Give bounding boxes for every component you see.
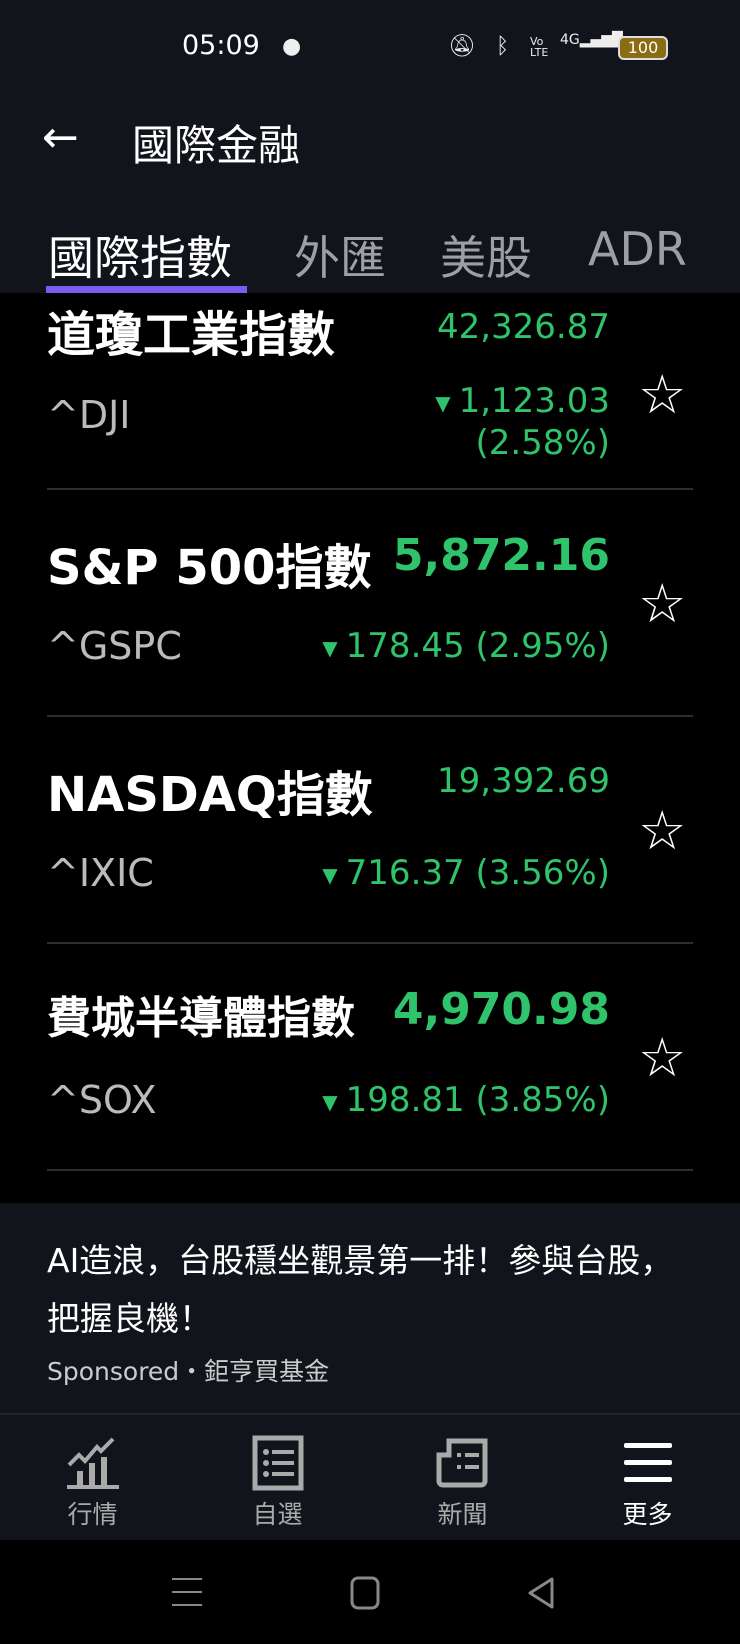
index-name: 費城半導體指數	[47, 993, 355, 1044]
index-name: 道瓊工業指數	[47, 307, 336, 363]
tab-us-stocks[interactable]: 美股	[440, 231, 532, 285]
back-nav-icon[interactable]	[526, 1576, 556, 1610]
star-icon[interactable]: ☆	[638, 363, 687, 426]
index-name: NASDAQ指數	[47, 767, 373, 823]
index-row-dji[interactable]: 道瓊工業指數 42,326.87 ▼ 1,123.03 (2.58%) ^DJI …	[0, 293, 740, 490]
mute-icon: 🔕︎	[448, 34, 476, 59]
nav-news[interactable]: 新聞	[370, 1415, 555, 1542]
index-symbol: ^IXIC	[47, 851, 154, 895]
divider	[47, 1169, 693, 1171]
tab-international-index[interactable]: 國際指數	[48, 231, 232, 285]
home-icon[interactable]	[350, 1576, 380, 1610]
down-triangle-icon: ▼	[322, 635, 338, 660]
active-tab-indicator	[46, 286, 247, 294]
nav-label: 行情	[67, 1500, 118, 1529]
bluetooth-icon: ᛒ	[496, 34, 510, 59]
index-price: 19,392.69	[436, 761, 610, 801]
app-header: 05:09 ● 🔕︎ ᛒ Vo LTE 4G▂▄▆█ 100 ← 國際金融 國際指…	[0, 0, 740, 294]
tab-adr[interactable]: ADR	[588, 222, 687, 276]
star-icon[interactable]: ☆	[638, 572, 687, 635]
recent-apps-icon[interactable]	[172, 1576, 202, 1608]
nav-watchlist[interactable]: 自選	[185, 1415, 370, 1542]
star-icon[interactable]: ☆	[638, 1026, 687, 1089]
index-price: 42,326.87	[436, 307, 610, 347]
divider	[47, 488, 693, 490]
news-icon	[436, 1438, 487, 1488]
index-price: 4,970.98	[392, 984, 610, 1035]
nav-label: 自選	[252, 1500, 303, 1529]
index-symbol: ^SOX	[47, 1078, 157, 1122]
index-list[interactable]: 道瓊工業指數 42,326.87 ▼ 1,123.03 (2.58%) ^DJI …	[0, 293, 740, 1203]
index-symbol: ^DJI	[47, 393, 131, 437]
ad-sponsor: Sponsored・鉅亨買基金	[47, 1357, 330, 1386]
index-row-gspc[interactable]: S&P 500指數 5,872.16 ^GSPC ▼ 178.45 (2.95%)…	[0, 490, 740, 717]
status-time: 05:09	[182, 30, 260, 61]
sponsored-ad[interactable]	[0, 1203, 740, 1413]
chart-icon	[66, 1437, 119, 1489]
divider	[47, 715, 693, 717]
down-triangle-icon: ▼	[435, 390, 451, 415]
messenger-icon: ●	[282, 34, 302, 59]
down-triangle-icon: ▼	[322, 862, 338, 887]
nav-more[interactable]: 更多	[555, 1415, 740, 1542]
index-row-ixic[interactable]: NASDAQ指數 19,392.69 ^IXIC ▼ 716.37 (3.56%)…	[0, 717, 740, 944]
menu-icon	[623, 1443, 672, 1482]
tab-forex[interactable]: 外匯	[294, 231, 386, 285]
index-change: ▼ 1,123.03 (2.58%)	[435, 381, 610, 461]
bottom-nav: 行情 自選 新聞 更多	[0, 1413, 740, 1540]
arrow-left-icon[interactable]: ←	[42, 112, 79, 163]
index-change: ▼ 198.81 (3.85%)	[322, 1080, 610, 1120]
down-triangle-icon: ▼	[322, 1089, 338, 1114]
nav-label: 更多	[622, 1500, 673, 1529]
page-title: 國際金融	[132, 121, 301, 170]
index-row-sox[interactable]: 費城半導體指數 4,970.98 ^SOX ▼ 198.81 (3.85%) ☆	[0, 944, 740, 1171]
nav-label: 新聞	[437, 1500, 488, 1529]
signal-4g-icon: 4G▂▄▆█	[560, 32, 623, 48]
volte-icon: Vo LTE	[530, 35, 549, 59]
divider	[47, 942, 693, 944]
system-nav-bar	[0, 1540, 740, 1644]
battery-icon: 100	[618, 36, 668, 60]
nav-market[interactable]: 行情	[0, 1415, 185, 1542]
index-price: 5,872.16	[392, 530, 610, 581]
ad-headline[interactable]: AI造浪，台股穩坐觀景第一排！參與台股，把握良機！	[47, 1241, 674, 1338]
index-symbol: ^GSPC	[47, 624, 182, 668]
index-change: ▼ 716.37 (3.56%)	[322, 853, 610, 893]
star-icon[interactable]: ☆	[638, 799, 687, 862]
index-name: S&P 500指數	[47, 540, 372, 596]
list-icon	[252, 1435, 303, 1491]
index-change: ▼ 178.45 (2.95%)	[322, 626, 610, 666]
